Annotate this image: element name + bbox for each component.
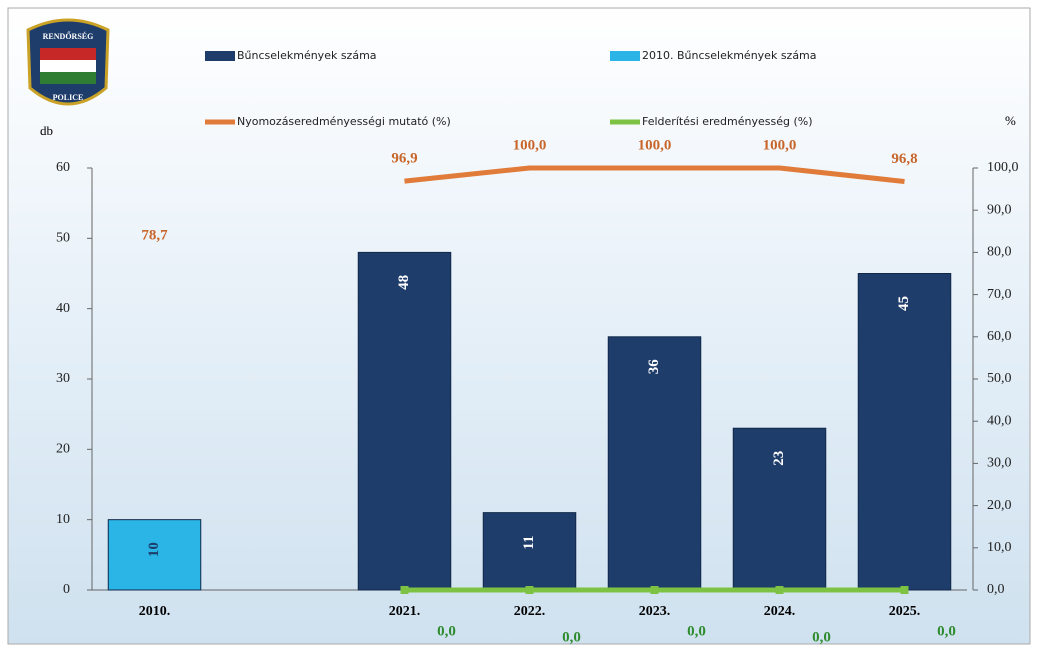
- line-value-label: 78,7: [141, 227, 168, 243]
- marker: [651, 586, 659, 594]
- bar: [483, 513, 576, 590]
- bar-value-label: 10: [146, 542, 162, 557]
- y2-tick-label: 20,0: [987, 498, 1012, 513]
- line-value-label: 0,0: [562, 629, 581, 645]
- legend-label: Nyomozáseredményességi mutató (%): [237, 115, 451, 128]
- y-tick-label: 10: [56, 512, 70, 527]
- x-tick-label: 2022.: [514, 604, 546, 619]
- y2-tick-label: 70,0: [987, 287, 1012, 302]
- y-tick-label: 20: [56, 442, 70, 457]
- legend-label: Bűncselekmények száma: [237, 49, 377, 62]
- y2-tick-label: 80,0: [987, 245, 1012, 260]
- y2-tick-label: 50,0: [987, 371, 1012, 386]
- legend-swatch: [610, 51, 640, 61]
- x-tick-label: 2010.: [139, 604, 171, 619]
- y2-tick-label: 10,0: [987, 540, 1012, 555]
- logo: RENDŐRSÉG POLICE: [28, 20, 108, 104]
- line-value-label: 96,8: [891, 151, 917, 167]
- chart: RENDŐRSÉG POLICE db % 0 10 20 30 40 50 60 0,0 10…: [0, 0, 1039, 651]
- legend-label: Felderítési eredményesség (%): [642, 115, 813, 128]
- line-value-label: 0,0: [937, 623, 956, 639]
- y-axis-label: db: [40, 123, 53, 138]
- marker: [401, 586, 409, 594]
- line-value-label: 96,9: [391, 151, 417, 167]
- bar-value-label: 23: [771, 451, 787, 466]
- x-tick-label: 2025.: [889, 604, 921, 619]
- marker: [776, 586, 784, 594]
- y2-tick-label: 40,0: [987, 413, 1012, 428]
- y2-tick-label: 60,0: [987, 329, 1012, 344]
- bar-value-label: 45: [896, 296, 912, 311]
- line-value-label: 0,0: [687, 623, 706, 639]
- line-value-label: 100,0: [638, 137, 672, 153]
- line-value-label: 0,0: [812, 629, 831, 645]
- y-tick-label: 30: [56, 371, 70, 386]
- y-tick-label: 0: [63, 582, 70, 597]
- marker: [901, 586, 909, 594]
- bar: [358, 252, 451, 590]
- x-tick-label: 2021.: [389, 604, 421, 619]
- y2-tick-label: 100,0: [987, 160, 1019, 175]
- legend-label: 2010. Bűncselekmények száma: [642, 49, 817, 62]
- line-value-label: 0,0: [437, 623, 456, 639]
- logo-top: RENDŐRSÉG: [43, 31, 94, 41]
- y2-axis-label: %: [1005, 113, 1016, 128]
- legend-swatch: [205, 51, 235, 61]
- line-value-label: 100,0: [763, 137, 797, 153]
- marker: [526, 586, 534, 594]
- y-tick-label: 60: [56, 160, 70, 175]
- y2-tick-label: 90,0: [987, 202, 1012, 217]
- y2-tick-label: 0,0: [987, 582, 1005, 597]
- y-tick-label: 50: [56, 231, 70, 246]
- bar-value-label: 48: [396, 275, 412, 290]
- x-tick-label: 2023.: [639, 604, 671, 619]
- bar-value-label: 36: [646, 359, 662, 375]
- logo-bottom: POLICE: [53, 93, 84, 102]
- line-value-label: 100,0: [513, 137, 547, 153]
- bar: [858, 274, 951, 591]
- y-tick-label: 40: [56, 301, 70, 316]
- x-tick-label: 2024.: [764, 604, 796, 619]
- y2-tick-label: 30,0: [987, 456, 1012, 471]
- bar-value-label: 11: [521, 536, 537, 550]
